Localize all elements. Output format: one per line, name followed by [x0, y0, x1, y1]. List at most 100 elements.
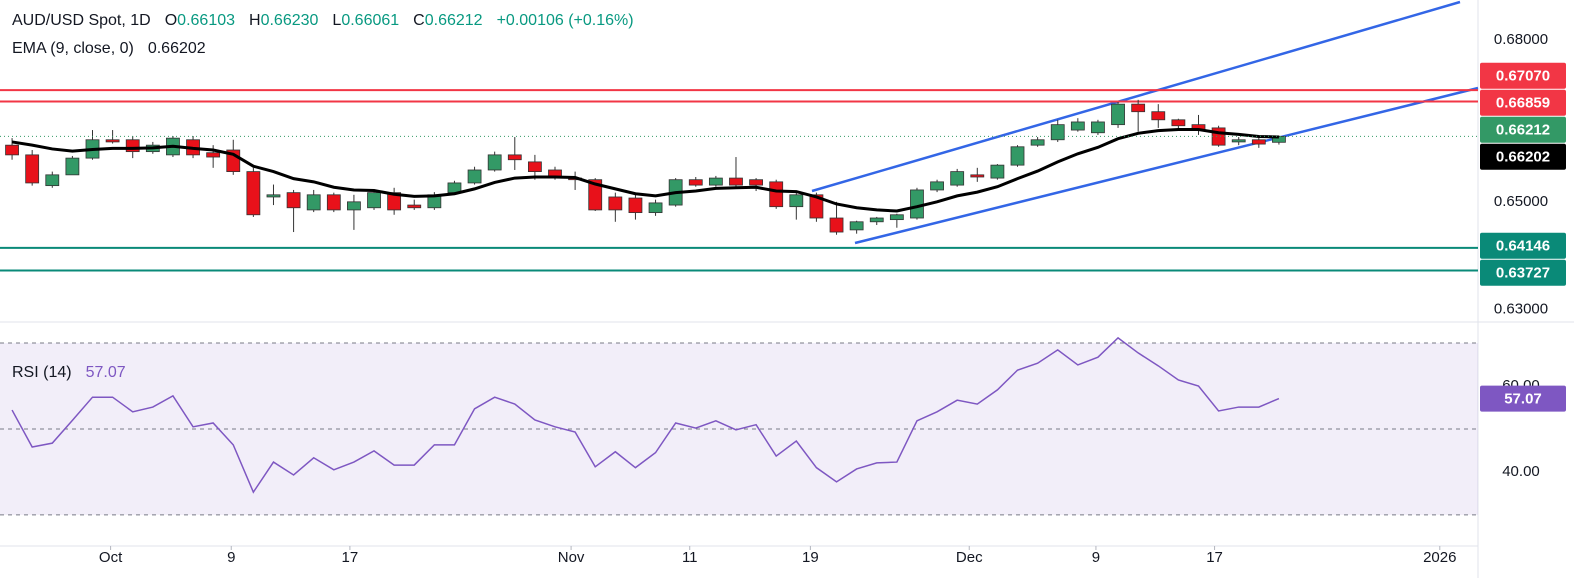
header-rsi: RSI (14) 57.07 — [12, 364, 126, 382]
x-tick-label: Oct — [99, 549, 123, 566]
candle-body — [628, 197, 643, 214]
candle-body — [527, 161, 542, 173]
x-tick-label: 19 — [802, 549, 819, 566]
level-box — [1480, 89, 1566, 116]
header-ohlc: AUD/USD Spot, 1D O 0.66103 H 0.66230 L 0.66… — [12, 12, 634, 30]
level-label: 0.64146 — [1496, 238, 1550, 255]
x-tick-label: 17 — [1206, 549, 1223, 566]
high-value: 0.66230 — [260, 12, 319, 29]
level-box — [1480, 259, 1566, 286]
close-value: 0.66212 — [424, 12, 483, 29]
candle-body — [1111, 103, 1125, 126]
rsi-value: 57.07 — [85, 364, 126, 381]
candle-body — [889, 214, 904, 221]
candle-body — [367, 192, 381, 209]
x-tick-label: Nov — [558, 549, 585, 566]
candle-body — [829, 217, 844, 233]
last-price-box — [1480, 116, 1566, 143]
x-tick-label: Dec — [956, 549, 983, 566]
candle-body — [1251, 139, 1266, 145]
symbol: AUD/USD Spot, 1D — [12, 12, 151, 29]
candle-body — [809, 194, 824, 219]
candle-body — [869, 217, 884, 223]
candle-body — [1231, 139, 1246, 143]
candle-body — [930, 181, 944, 191]
high-label: H — [249, 12, 261, 29]
candle-body — [1131, 103, 1146, 113]
candle-body — [749, 179, 763, 186]
candle-body — [487, 154, 502, 171]
ema-line — [11, 128, 1279, 213]
candle-body — [849, 221, 864, 231]
rsi-line — [11, 336, 1280, 494]
rsi-name: RSI (14) — [12, 364, 72, 381]
candle-body — [1030, 139, 1045, 146]
change: +0.00106 (+0.16%) — [496, 12, 634, 29]
candle-body — [206, 152, 221, 158]
candle-body — [910, 189, 924, 219]
candle-body — [266, 194, 281, 198]
candle-body — [1211, 127, 1226, 146]
channel-lower — [854, 86, 1479, 245]
y-tick-label: 0.63000 — [1494, 301, 1548, 318]
candle-body — [729, 177, 743, 186]
candle-body — [950, 171, 965, 186]
open-value: 0.66103 — [177, 12, 236, 29]
candle-body — [407, 204, 422, 209]
candle-body — [1070, 121, 1085, 131]
candle-body — [990, 164, 1005, 179]
candle-body — [65, 157, 80, 176]
level-label: 0.67070 — [1496, 68, 1550, 85]
open-label: O — [164, 12, 178, 29]
candle-body — [1151, 111, 1166, 121]
candle-body — [1171, 119, 1186, 127]
candle-body — [1050, 124, 1065, 141]
x-tick-label: 2026 — [1423, 549, 1456, 566]
candle-body — [789, 194, 804, 208]
ema-price-box — [1480, 143, 1566, 170]
candle-body — [105, 139, 120, 143]
last-price-label: 0.66212 — [1496, 122, 1550, 139]
candle-body — [467, 169, 482, 184]
candle-body — [507, 154, 522, 161]
ema-value: 0.66202 — [147, 40, 206, 57]
candle-body — [970, 174, 985, 178]
candle-body — [246, 171, 261, 216]
x-tick-label: 17 — [342, 549, 359, 566]
channel-upper — [811, 0, 1461, 193]
rsi-value-box — [1480, 385, 1566, 412]
rsi-value-label: 57.07 — [1504, 391, 1542, 408]
candle-body — [125, 139, 140, 153]
candle-body — [45, 174, 60, 187]
candle-body — [326, 194, 341, 211]
candle-body — [588, 179, 603, 211]
header-ema: EMA (9, close, 0) 0.66202 — [12, 40, 206, 58]
candle-body — [25, 154, 40, 184]
low-value: 0.66061 — [341, 12, 400, 29]
y-tick-label: 0.65000 — [1494, 193, 1548, 210]
candle-body — [286, 192, 301, 209]
x-tick-label: 9 — [227, 549, 235, 566]
candle-body — [688, 179, 703, 186]
low-label: L — [332, 12, 342, 29]
y-tick-label: 0.68000 — [1494, 31, 1548, 48]
candle-body — [306, 194, 321, 211]
x-tick-label: 11 — [682, 549, 698, 566]
level-box — [1480, 232, 1566, 259]
level-label: 0.66859 — [1496, 95, 1550, 112]
candle-body — [347, 201, 361, 211]
candle-body — [769, 181, 784, 208]
candle-body — [387, 192, 402, 211]
y-tick-label: 40.00 — [1502, 463, 1540, 480]
ema-name: EMA (9, close, 0) — [12, 40, 134, 57]
candle-body — [608, 196, 623, 211]
candle-body — [5, 144, 19, 156]
level-box — [1480, 62, 1566, 89]
close-label: C — [413, 12, 425, 29]
ema-price-label: 0.66202 — [1496, 149, 1550, 166]
candle-body — [1010, 146, 1025, 166]
level-label: 0.63727 — [1496, 265, 1550, 282]
